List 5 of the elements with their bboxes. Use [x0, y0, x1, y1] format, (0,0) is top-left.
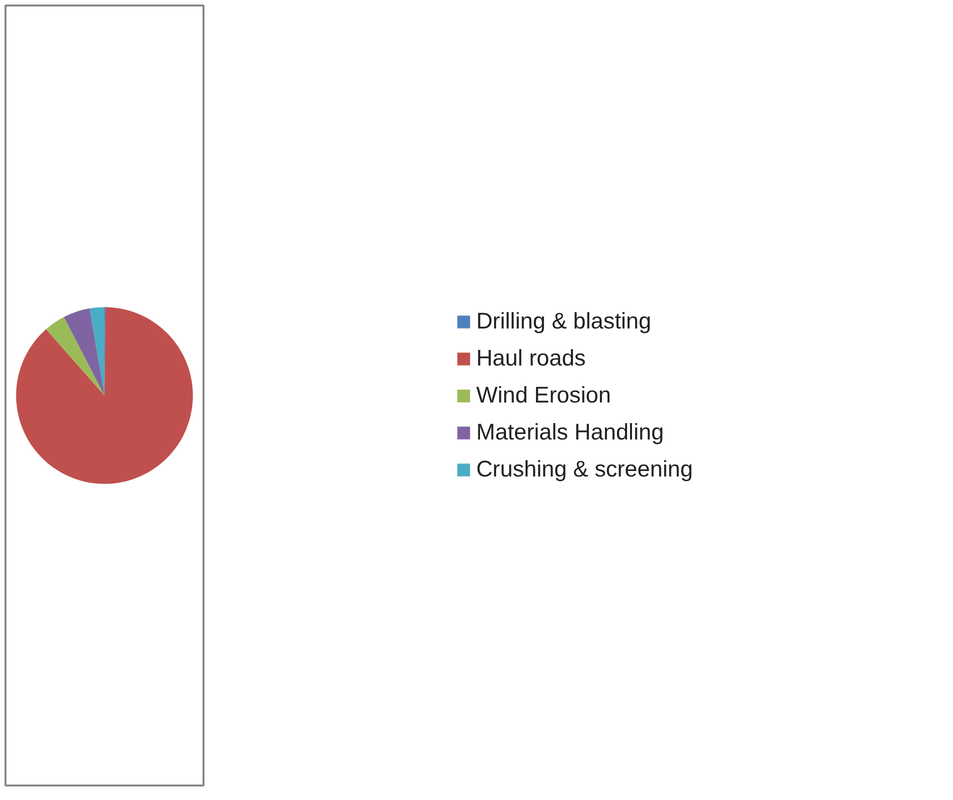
legend-label: Haul roads	[476, 344, 586, 372]
legend-label: Crushing & screening	[476, 456, 693, 482]
legend-label: Drilling & blasting	[476, 308, 652, 334]
legend-label: Wind Erosion	[476, 382, 611, 408]
legend-label: Materials Handling	[476, 418, 664, 446]
